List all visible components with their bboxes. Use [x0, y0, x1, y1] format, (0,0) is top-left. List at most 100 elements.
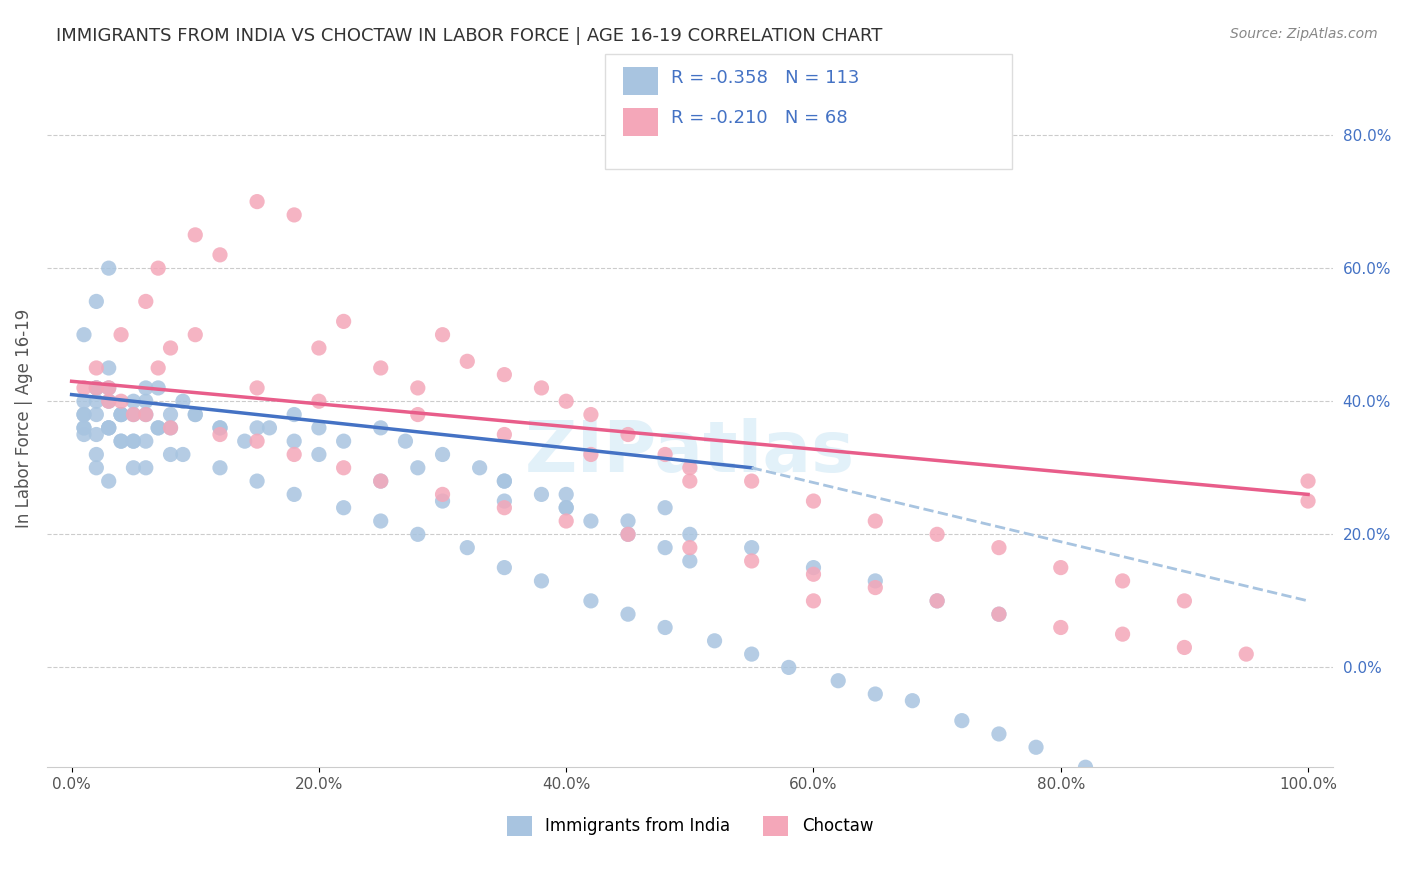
Point	[97, 394, 120, 409]
Point	[803, 567, 825, 582]
Point	[1260, 840, 1282, 855]
Point	[146, 261, 169, 276]
Point	[530, 574, 553, 588]
Point	[259, 421, 281, 435]
Point	[146, 361, 169, 376]
Point	[110, 434, 132, 449]
Point	[332, 434, 354, 449]
Point	[135, 381, 157, 395]
Y-axis label: In Labor Force | Age 16-19: In Labor Force | Age 16-19	[15, 309, 32, 527]
Point	[97, 394, 120, 409]
Point	[1111, 574, 1133, 588]
Point	[146, 381, 169, 395]
Point	[679, 527, 702, 541]
Point	[406, 381, 429, 395]
Point	[1234, 827, 1257, 841]
Point	[135, 460, 157, 475]
Point	[73, 421, 96, 435]
Point	[110, 408, 132, 422]
Point	[617, 607, 640, 622]
Point	[86, 427, 108, 442]
Point	[370, 514, 392, 528]
Point	[86, 381, 108, 395]
Point	[283, 408, 305, 422]
Point	[308, 448, 330, 462]
Point	[122, 460, 145, 475]
Point	[654, 541, 676, 555]
Text: Source: ZipAtlas.com: Source: ZipAtlas.com	[1230, 27, 1378, 41]
Point	[208, 421, 231, 435]
Point	[865, 514, 887, 528]
Point	[97, 421, 120, 435]
Point	[122, 408, 145, 422]
Point	[432, 494, 454, 508]
Point	[1074, 760, 1097, 774]
Point	[1234, 647, 1257, 661]
Point	[579, 514, 602, 528]
Point	[110, 434, 132, 449]
Point	[406, 408, 429, 422]
Point	[679, 541, 702, 555]
Point	[579, 448, 602, 462]
Point	[617, 527, 640, 541]
Point	[208, 248, 231, 262]
Point	[135, 408, 157, 422]
Point	[73, 408, 96, 422]
Point	[159, 408, 181, 422]
Point	[73, 394, 96, 409]
Point	[246, 194, 269, 209]
Point	[184, 408, 207, 422]
Point	[110, 408, 132, 422]
Point	[987, 607, 1010, 622]
Point	[246, 381, 269, 395]
Point	[901, 694, 924, 708]
Point	[394, 434, 416, 449]
Point	[246, 474, 269, 488]
Point	[73, 327, 96, 342]
Point	[86, 381, 108, 395]
Point	[1049, 560, 1071, 574]
Point	[208, 421, 231, 435]
Point	[184, 408, 207, 422]
Point	[110, 394, 132, 409]
Text: IMMIGRANTS FROM INDIA VS CHOCTAW IN LABOR FORCE | AGE 16-19 CORRELATION CHART: IMMIGRANTS FROM INDIA VS CHOCTAW IN LABO…	[56, 27, 883, 45]
Point	[370, 361, 392, 376]
Point	[159, 341, 181, 355]
Point	[73, 381, 96, 395]
Point	[579, 408, 602, 422]
Point	[208, 460, 231, 475]
Point	[283, 487, 305, 501]
Point	[332, 460, 354, 475]
Point	[308, 394, 330, 409]
Point	[233, 434, 256, 449]
Point	[987, 607, 1010, 622]
Point	[110, 327, 132, 342]
Point	[97, 474, 120, 488]
Point	[406, 527, 429, 541]
Point	[135, 394, 157, 409]
Point	[432, 327, 454, 342]
Point	[86, 408, 108, 422]
Point	[1111, 780, 1133, 795]
Point	[803, 494, 825, 508]
Point	[950, 714, 973, 728]
Point	[703, 633, 725, 648]
Point	[468, 460, 491, 475]
Point	[494, 474, 516, 488]
Point	[332, 314, 354, 328]
Point	[555, 394, 578, 409]
Point	[679, 474, 702, 488]
Point	[122, 394, 145, 409]
Point	[827, 673, 849, 688]
Point	[86, 394, 108, 409]
Point	[246, 434, 269, 449]
Point	[122, 434, 145, 449]
Point	[283, 208, 305, 222]
Point	[370, 474, 392, 488]
Point	[865, 687, 887, 701]
Point	[432, 448, 454, 462]
Point	[803, 594, 825, 608]
Point	[555, 487, 578, 501]
Point	[110, 408, 132, 422]
Point	[97, 421, 120, 435]
